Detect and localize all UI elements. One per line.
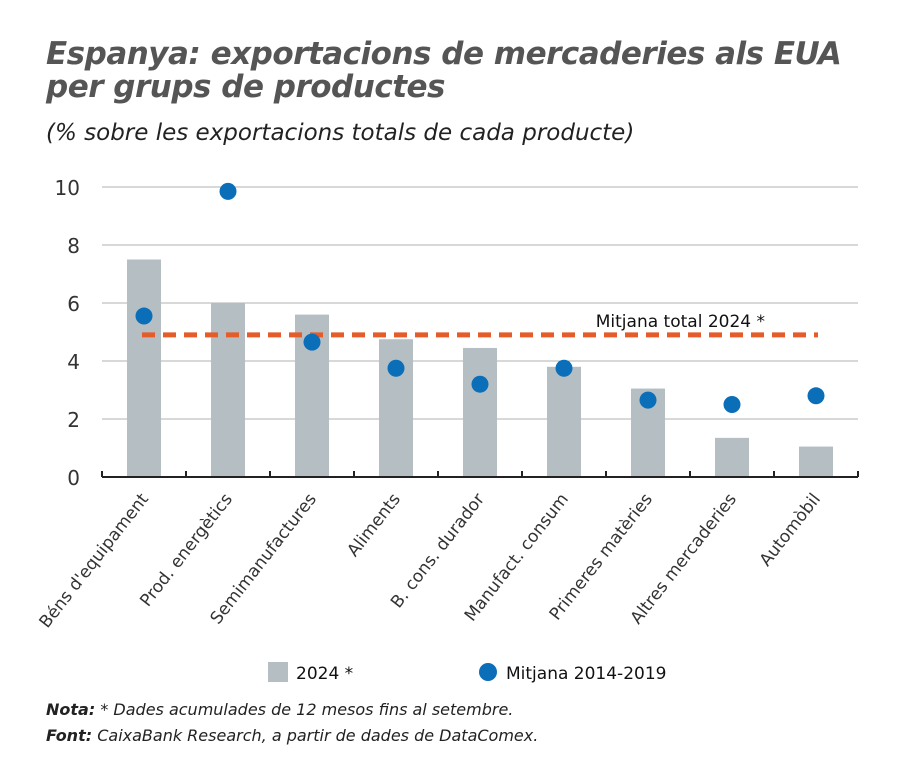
source-text: CaixaBank Research, a partir de dades de… bbox=[92, 726, 539, 745]
legend-label-dot: Mitjana 2014-2019 bbox=[506, 664, 666, 684]
source-label: Font: bbox=[46, 726, 93, 745]
y-tick-label: 0 bbox=[67, 466, 80, 490]
note: Nota: * Dades acumulades de 12 mesos fin… bbox=[46, 700, 513, 719]
x-tick-label: B. cons. durador bbox=[387, 490, 489, 612]
dot bbox=[219, 182, 237, 200]
y-tick-label: 4 bbox=[67, 350, 80, 374]
bar bbox=[127, 259, 161, 477]
dot bbox=[807, 387, 825, 405]
mean-line-label: Mitjana total 2024 * bbox=[596, 312, 765, 332]
dot bbox=[639, 391, 657, 409]
dot bbox=[471, 375, 489, 393]
chart-subtitle: (% sobre les exportacions totals de cada… bbox=[46, 120, 635, 146]
legend-label-bar: 2024 * bbox=[296, 664, 353, 684]
y-tick-label: 10 bbox=[55, 176, 80, 200]
legend-swatch-bar bbox=[268, 662, 288, 682]
x-tick-label: Prod. energètics bbox=[136, 490, 237, 611]
chart-title: Espanya: exportacions de mercaderies als… bbox=[46, 36, 842, 105]
bar bbox=[799, 446, 833, 477]
dot bbox=[555, 359, 573, 377]
title-line-1: Espanya: exportacions de mercaderies als… bbox=[46, 36, 842, 72]
bar bbox=[715, 437, 749, 477]
note-label: Nota: bbox=[46, 700, 96, 719]
dot bbox=[303, 333, 321, 351]
y-tick-label: 8 bbox=[67, 234, 80, 258]
y-tick-label: 2 bbox=[67, 408, 80, 432]
dot bbox=[135, 307, 153, 325]
bar bbox=[463, 347, 497, 477]
bar bbox=[211, 303, 245, 477]
y-tick-label: 6 bbox=[67, 292, 80, 316]
x-tick-label: Automòbil bbox=[756, 490, 825, 571]
dot bbox=[723, 396, 741, 413]
bar bbox=[547, 366, 581, 477]
x-tick-label: Aliments bbox=[343, 490, 405, 561]
x-tick-label: Béns d'equipament bbox=[36, 490, 154, 633]
dot bbox=[387, 359, 405, 377]
title-line-2: per grups de productes bbox=[46, 69, 446, 105]
source: Font: CaixaBank Research, a partir de da… bbox=[46, 726, 538, 745]
note-text: * Dades acumulades de 12 mesos fins al s… bbox=[95, 700, 514, 719]
legend-swatch-dot bbox=[479, 663, 497, 681]
